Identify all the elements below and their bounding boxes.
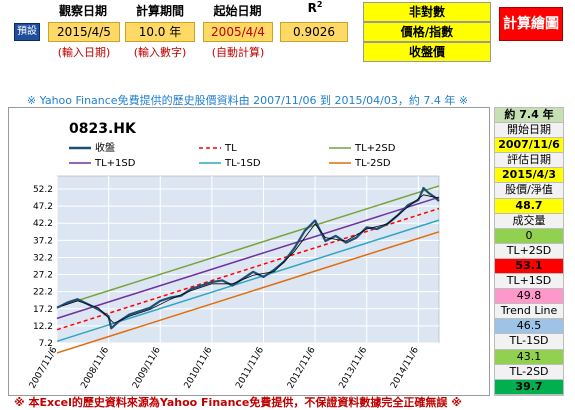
- side-panel-cell: Trend Line: [495, 304, 563, 320]
- side-panel-cell: TL+1SD: [495, 274, 563, 290]
- y-tick-label: 52.2: [33, 185, 53, 195]
- start-date-value: 2005/4/4: [203, 22, 273, 42]
- side-panel-cell: 43.1: [495, 349, 563, 365]
- start-date-hint: (自動計算): [211, 46, 265, 59]
- close-price-toggle[interactable]: 收盤價: [363, 42, 491, 62]
- period-hint: (輸入數字): [133, 46, 187, 59]
- legend-item: TL-1SD: [199, 158, 261, 169]
- period-label: 計算期間: [135, 4, 184, 18]
- source-note: ※ Yahoo Finance免費提供的歷史股價資料由 2007/11/06 到…: [26, 94, 469, 107]
- x-tick-label: 2007/11/6: [28, 345, 60, 390]
- legend-label: TL-1SD: [224, 158, 261, 169]
- chart-title: 0823.HK: [69, 121, 137, 137]
- side-panel-cell: 股價/淨值: [495, 183, 563, 199]
- y-tick-label: 12.2: [33, 322, 53, 332]
- start-date-label: 起始日期: [213, 4, 262, 18]
- y-tick-label: 7.2: [39, 339, 53, 349]
- x-tick-label: 2012/11/6: [286, 345, 318, 390]
- r2-value: 0.9026: [280, 22, 348, 42]
- band-tl: [56, 207, 440, 331]
- y-axis: 7.2 12.2 17.2 22.2 27.2 32.2 37.2 42.2 47.2 52.2: [33, 185, 53, 349]
- band-tlminus2sd: [56, 231, 440, 354]
- band-tlplus2sd: [56, 185, 440, 308]
- x-tick-label: 2009/11/6: [131, 345, 163, 390]
- r2-label-text: R: [307, 1, 317, 15]
- legend-label: TL: [224, 143, 237, 154]
- y-tick-label: 17.2: [33, 305, 53, 315]
- calculate-plot-button[interactable]: 計算繪圖: [499, 7, 563, 41]
- observe-date-label: 觀察日期: [58, 4, 107, 18]
- period-input[interactable]: 10.0 年: [125, 22, 195, 42]
- side-panel-cell: 53.1: [495, 258, 563, 275]
- observe-date-input[interactable]: 2015/4/5: [48, 22, 120, 42]
- series: [56, 186, 440, 330]
- side-panel-cell: TL-2SD: [495, 364, 563, 380]
- side-panel-cell: TL+2SD: [495, 243, 563, 259]
- legend-label: TL+2SD: [354, 143, 396, 154]
- legend-item: TL-2SD: [329, 158, 391, 169]
- legend-label: TL+1SD: [94, 158, 136, 169]
- legend-item: 收盤: [69, 141, 115, 154]
- side-panel-cell: 開始日期: [495, 123, 563, 139]
- side-panel-cell: 成交量: [495, 213, 563, 229]
- disclaimer-note: ※ 本Excel的歷史資料來源為Yahoo Finance免費提供，不保證資料數…: [14, 396, 462, 409]
- y-tick-label: 27.2: [33, 271, 53, 281]
- side-panel-cell: 0: [495, 228, 563, 244]
- legend-label: 收盤: [95, 141, 115, 154]
- side-panel-cell: TL-1SD: [495, 334, 563, 350]
- x-tick-label: 2013/11/6: [338, 345, 370, 390]
- x-tick-label: 2014/11/6: [389, 345, 421, 390]
- legend-item: TL+2SD: [329, 143, 396, 154]
- side-panel-cell: 2007/11/6: [495, 138, 563, 154]
- side-panel-cell: 評估日期: [495, 153, 563, 169]
- preset-button[interactable]: 預設: [14, 23, 40, 41]
- x-axis: 2007/11/6 2008/11/6 2009/11/6 2010/11/6 2011…: [28, 345, 421, 390]
- x-tick-label: 2008/11/6: [79, 345, 111, 390]
- legend-label: TL-2SD: [354, 158, 391, 169]
- adjust-toggle[interactable]: 非對數: [363, 2, 491, 22]
- y-tick-label: 42.2: [33, 219, 53, 229]
- side-panel-cell: 39.7: [495, 379, 563, 395]
- plot-area: [56, 175, 440, 344]
- side-panel-cell: 約 7.4 年: [495, 108, 563, 124]
- y-tick-label: 37.2: [33, 236, 53, 246]
- y-tick-label: 22.2: [33, 288, 53, 298]
- legend-item: TL+1SD: [69, 158, 136, 169]
- side-panel-cell: 48.7: [495, 198, 563, 214]
- ma19-series: [62, 194, 440, 324]
- band-tlplus1sd: [56, 196, 440, 320]
- side-panel-cell: 49.8: [495, 289, 563, 305]
- legend-item: TL: [199, 143, 237, 154]
- y-tick-label: 32.2: [33, 253, 53, 263]
- side-panel-cell: 46.5: [495, 319, 563, 335]
- r2-label: R2: [285, 0, 345, 15]
- y-tick-label: 47.2: [33, 202, 53, 212]
- x-tick-label: 2011/11/6: [234, 345, 266, 390]
- observe-date-hint: (輸入日期): [57, 46, 111, 59]
- side-panel-cell: 2015/4/3: [495, 168, 563, 184]
- price-index-toggle[interactable]: 價格/指數: [363, 22, 491, 42]
- r2-label-sup: 2: [316, 0, 323, 9]
- side-panel: 約 7.4 年開始日期 2007/11/6 評估日期 2015/4/3 股價/淨值 48.…: [494, 107, 564, 396]
- x-tick-label: 2010/11/6: [183, 345, 215, 390]
